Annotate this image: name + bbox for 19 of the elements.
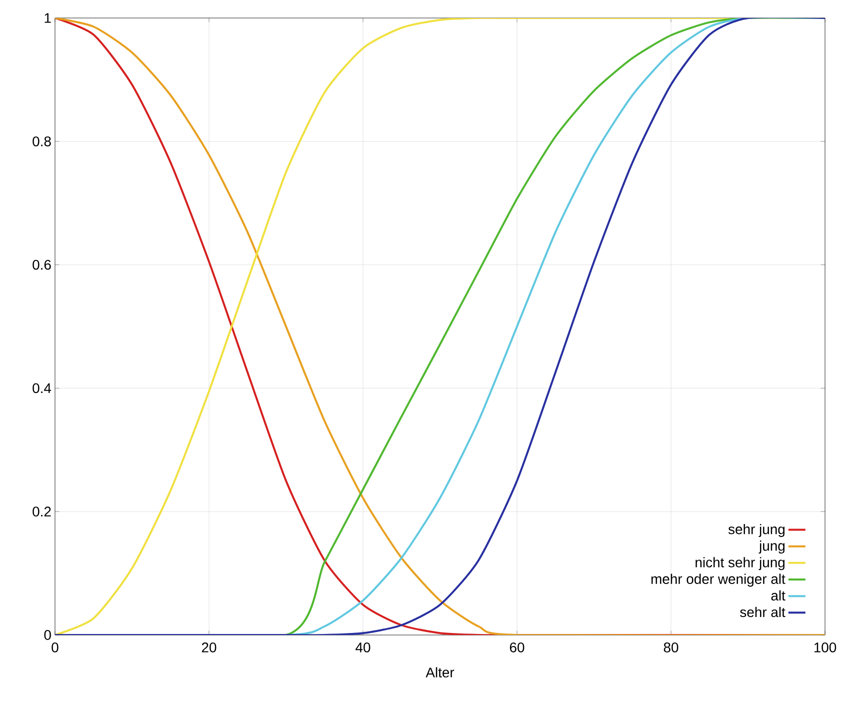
x-tick-label: 80 — [664, 642, 678, 652]
y-tick-label: 0 — [44, 630, 51, 640]
legend-label: nicht sehr jung — [696, 557, 784, 570]
legend-label: mehr oder weniger alt — [651, 574, 786, 587]
y-tick-label: 0.4 — [32, 383, 52, 394]
x-tick-label: 20 — [202, 642, 216, 652]
y-tick-label: 1 — [44, 13, 51, 23]
y-tick-label: 0.6 — [32, 260, 51, 270]
x-axis-title: Alter — [426, 667, 454, 678]
legend-label: alt — [771, 590, 786, 601]
x-tick-label: 0 — [52, 642, 58, 652]
x-tick-label: 100 — [814, 642, 836, 652]
legend-label: sehr jung — [728, 524, 784, 537]
legend-label: jung — [758, 540, 785, 554]
x-tick-label: 40 — [356, 642, 370, 652]
y-tick-label: 0.8 — [32, 136, 51, 146]
x-tick-label: 60 — [510, 642, 524, 652]
y-tick-label: 0.2 — [32, 506, 51, 517]
legend-label: sehr alt — [740, 606, 786, 618]
